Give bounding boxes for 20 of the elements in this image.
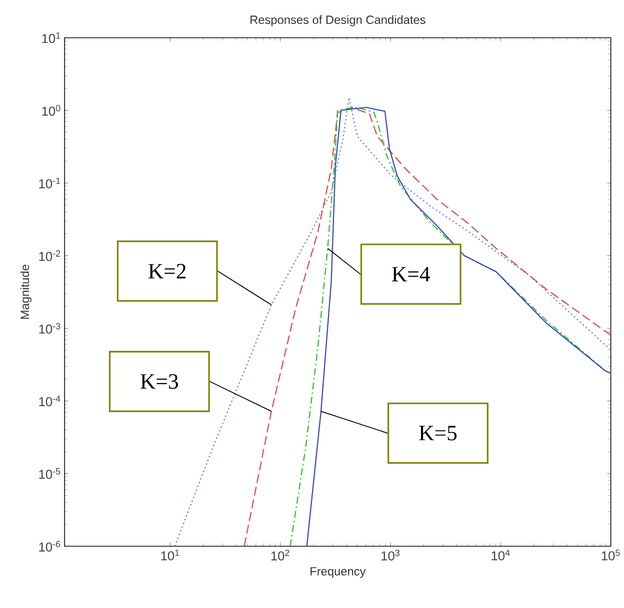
y-tick-label: 10$^{-2}$ bbox=[39, 250, 60, 262]
annotation: K=2 bbox=[148, 264, 186, 278]
y-tick-label: 10$^{-6}$ bbox=[39, 540, 60, 552]
x-axis-title: Frequency bbox=[310, 567, 366, 578]
chart-title: Responses of Design Candidates bbox=[250, 15, 426, 26]
y-tick-label: 10$^{-3}$ bbox=[39, 323, 60, 334]
x-tick-label: 10$^{5}$ bbox=[602, 550, 620, 560]
x-tick-label: 10$^{1}$ bbox=[161, 550, 180, 560]
x-tick-label: 10$^{4}$ bbox=[492, 550, 510, 560]
y-axis-title: Magnitude bbox=[20, 264, 32, 319]
annotation: K=4 bbox=[392, 267, 430, 282]
y-tick-label: 10$^{1}$ bbox=[42, 32, 60, 44]
x-tick-label: 10$^{3}$ bbox=[382, 550, 400, 561]
annotation: K=5 bbox=[419, 426, 457, 440]
y-tick-label: 10$^{-1}$ bbox=[39, 178, 60, 188]
x-tick-label: 10$^{2}$ bbox=[271, 550, 290, 561]
y-tick-label: 10$^{-5}$ bbox=[39, 468, 60, 479]
y-tick-label: 10$^{0}$ bbox=[42, 105, 60, 116]
annotation: K=3 bbox=[140, 374, 178, 389]
y-tick-label: 10$^{-4}$ bbox=[39, 396, 60, 406]
